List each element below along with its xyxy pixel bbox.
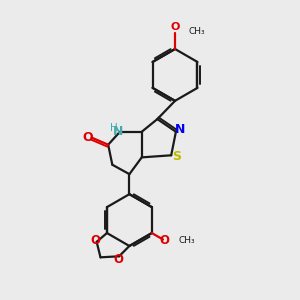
- Text: O: O: [113, 253, 123, 266]
- Text: H: H: [110, 123, 117, 133]
- Text: CH₃: CH₃: [188, 27, 205, 36]
- Text: O: O: [170, 22, 180, 32]
- Text: CH₃: CH₃: [178, 236, 195, 245]
- Text: N: N: [112, 125, 123, 138]
- Text: O: O: [91, 234, 100, 247]
- Text: N: N: [175, 124, 185, 136]
- Text: O: O: [83, 131, 94, 144]
- Text: S: S: [172, 150, 181, 163]
- Text: O: O: [159, 234, 169, 247]
